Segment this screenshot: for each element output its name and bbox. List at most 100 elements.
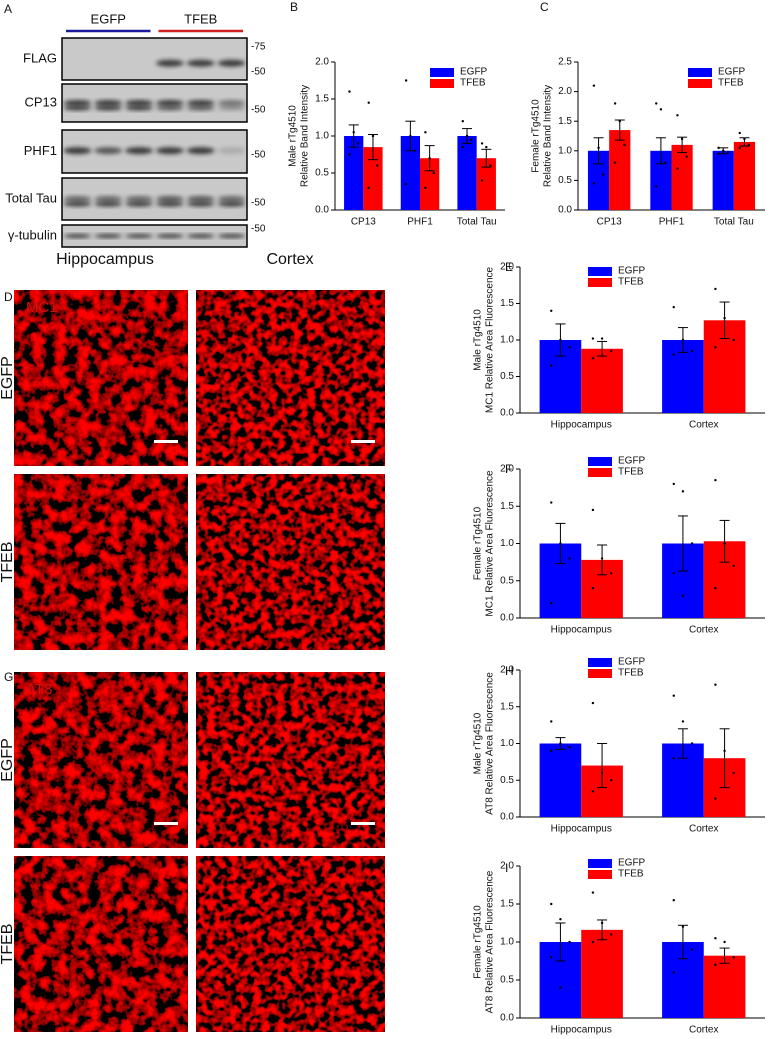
y-axis-label: Female rTg4510 bbox=[531, 99, 542, 173]
x-tick-label: PHF1 bbox=[659, 217, 685, 228]
data-point bbox=[723, 749, 726, 753]
blot-band bbox=[125, 234, 153, 238]
x-tick-label: Total Tau bbox=[714, 217, 754, 228]
data-point bbox=[714, 287, 717, 291]
data-point bbox=[550, 902, 553, 906]
data-point bbox=[681, 594, 685, 597]
panel-letter: H bbox=[505, 664, 514, 678]
panel-letter: E bbox=[505, 260, 513, 274]
data-point bbox=[681, 338, 685, 342]
y-axis-label: Male rTg4510 bbox=[473, 309, 484, 371]
data-point bbox=[356, 142, 360, 145]
blot-band bbox=[63, 147, 92, 155]
y-axis-label: Female rTg4510 bbox=[473, 905, 484, 979]
y-axis-label: Relative Band Intensity bbox=[300, 85, 311, 187]
data-point bbox=[591, 337, 595, 340]
y-tick-label: 1.5 bbox=[315, 94, 329, 105]
error-bar bbox=[367, 134, 378, 161]
bar bbox=[650, 150, 672, 210]
size-marker: -75 bbox=[251, 42, 266, 53]
data-point bbox=[550, 309, 553, 312]
legend-swatch bbox=[688, 68, 712, 77]
legend-swatch bbox=[588, 278, 612, 287]
size-marker: -50 bbox=[251, 67, 266, 78]
data-point bbox=[371, 134, 375, 138]
legend-swatch bbox=[430, 68, 454, 77]
data-point bbox=[726, 150, 730, 154]
blot-band bbox=[63, 234, 92, 238]
y-axis-label: MC1 Relative Area Fluorescence bbox=[485, 266, 496, 413]
legend-label: TFEB bbox=[718, 78, 744, 89]
legend-label: EGFP bbox=[618, 456, 646, 467]
legend-swatch bbox=[588, 468, 612, 477]
data-point bbox=[568, 346, 571, 349]
error-bar bbox=[655, 137, 666, 165]
blot-band bbox=[217, 147, 246, 155]
micrograph bbox=[196, 290, 385, 466]
bar bbox=[587, 150, 610, 210]
blot-band bbox=[186, 234, 215, 238]
error-bar bbox=[597, 544, 608, 576]
data-point bbox=[613, 161, 617, 164]
data-point bbox=[461, 120, 464, 123]
data-point bbox=[723, 316, 726, 320]
data-point bbox=[424, 131, 427, 134]
bar bbox=[581, 348, 623, 413]
blot-band bbox=[94, 201, 123, 207]
data-point bbox=[592, 84, 596, 87]
data-point bbox=[550, 501, 553, 504]
x-tick-label: Cortex bbox=[689, 1025, 718, 1036]
y-tick-label: 0.0 bbox=[558, 205, 572, 216]
data-point bbox=[672, 757, 675, 760]
y-tick-label: 2.0 bbox=[500, 262, 514, 273]
x-tick-label: CP13 bbox=[597, 217, 622, 228]
legend-swatch bbox=[688, 79, 712, 88]
panel-letter: D bbox=[4, 290, 13, 304]
panel-letter: I bbox=[505, 861, 508, 875]
x-tick-label: Hippocampus bbox=[551, 1025, 612, 1036]
micrograph bbox=[14, 474, 188, 650]
blot-band bbox=[63, 201, 92, 207]
data-point bbox=[676, 114, 679, 117]
data-point bbox=[738, 146, 741, 150]
x-tick-label: CP13 bbox=[351, 217, 376, 228]
blot-band bbox=[217, 100, 246, 106]
data-point bbox=[743, 137, 746, 141]
bar bbox=[671, 144, 693, 210]
data-point bbox=[367, 101, 370, 104]
blot-band bbox=[217, 234, 246, 238]
bar bbox=[609, 130, 631, 210]
legend-label: TFEB bbox=[460, 78, 486, 89]
x-tick-label: Total Tau bbox=[457, 217, 497, 228]
data-point bbox=[559, 986, 562, 989]
data-point bbox=[600, 337, 604, 340]
data-point bbox=[591, 940, 595, 944]
data-point bbox=[747, 143, 751, 147]
data-point bbox=[470, 138, 473, 141]
y-tick-label: 0.0 bbox=[500, 408, 514, 419]
y-axis-label: AT8 Relative Area Fluorescence bbox=[485, 870, 496, 1013]
data-point bbox=[432, 171, 436, 175]
x-tick-label: Cortex bbox=[689, 824, 718, 835]
blot-band bbox=[217, 59, 246, 67]
data-point bbox=[672, 899, 675, 902]
row-label: EGFP bbox=[0, 356, 16, 400]
data-point bbox=[613, 102, 617, 105]
blot-band bbox=[94, 105, 123, 111]
data-point bbox=[404, 79, 408, 82]
blot-band bbox=[94, 147, 123, 155]
data-point bbox=[714, 963, 717, 966]
data-point bbox=[732, 564, 735, 568]
data-point bbox=[672, 971, 675, 974]
data-point bbox=[591, 587, 595, 590]
data-point bbox=[550, 720, 553, 723]
panel-letter: F bbox=[505, 462, 512, 476]
data-point bbox=[664, 161, 667, 164]
y-tick-label: 2.0 bbox=[500, 665, 514, 676]
data-point bbox=[559, 918, 562, 921]
data-point bbox=[690, 742, 694, 745]
x-tick-label: Cortex bbox=[689, 625, 718, 636]
data-point bbox=[480, 142, 484, 145]
y-tick-label: 0.5 bbox=[500, 775, 514, 786]
